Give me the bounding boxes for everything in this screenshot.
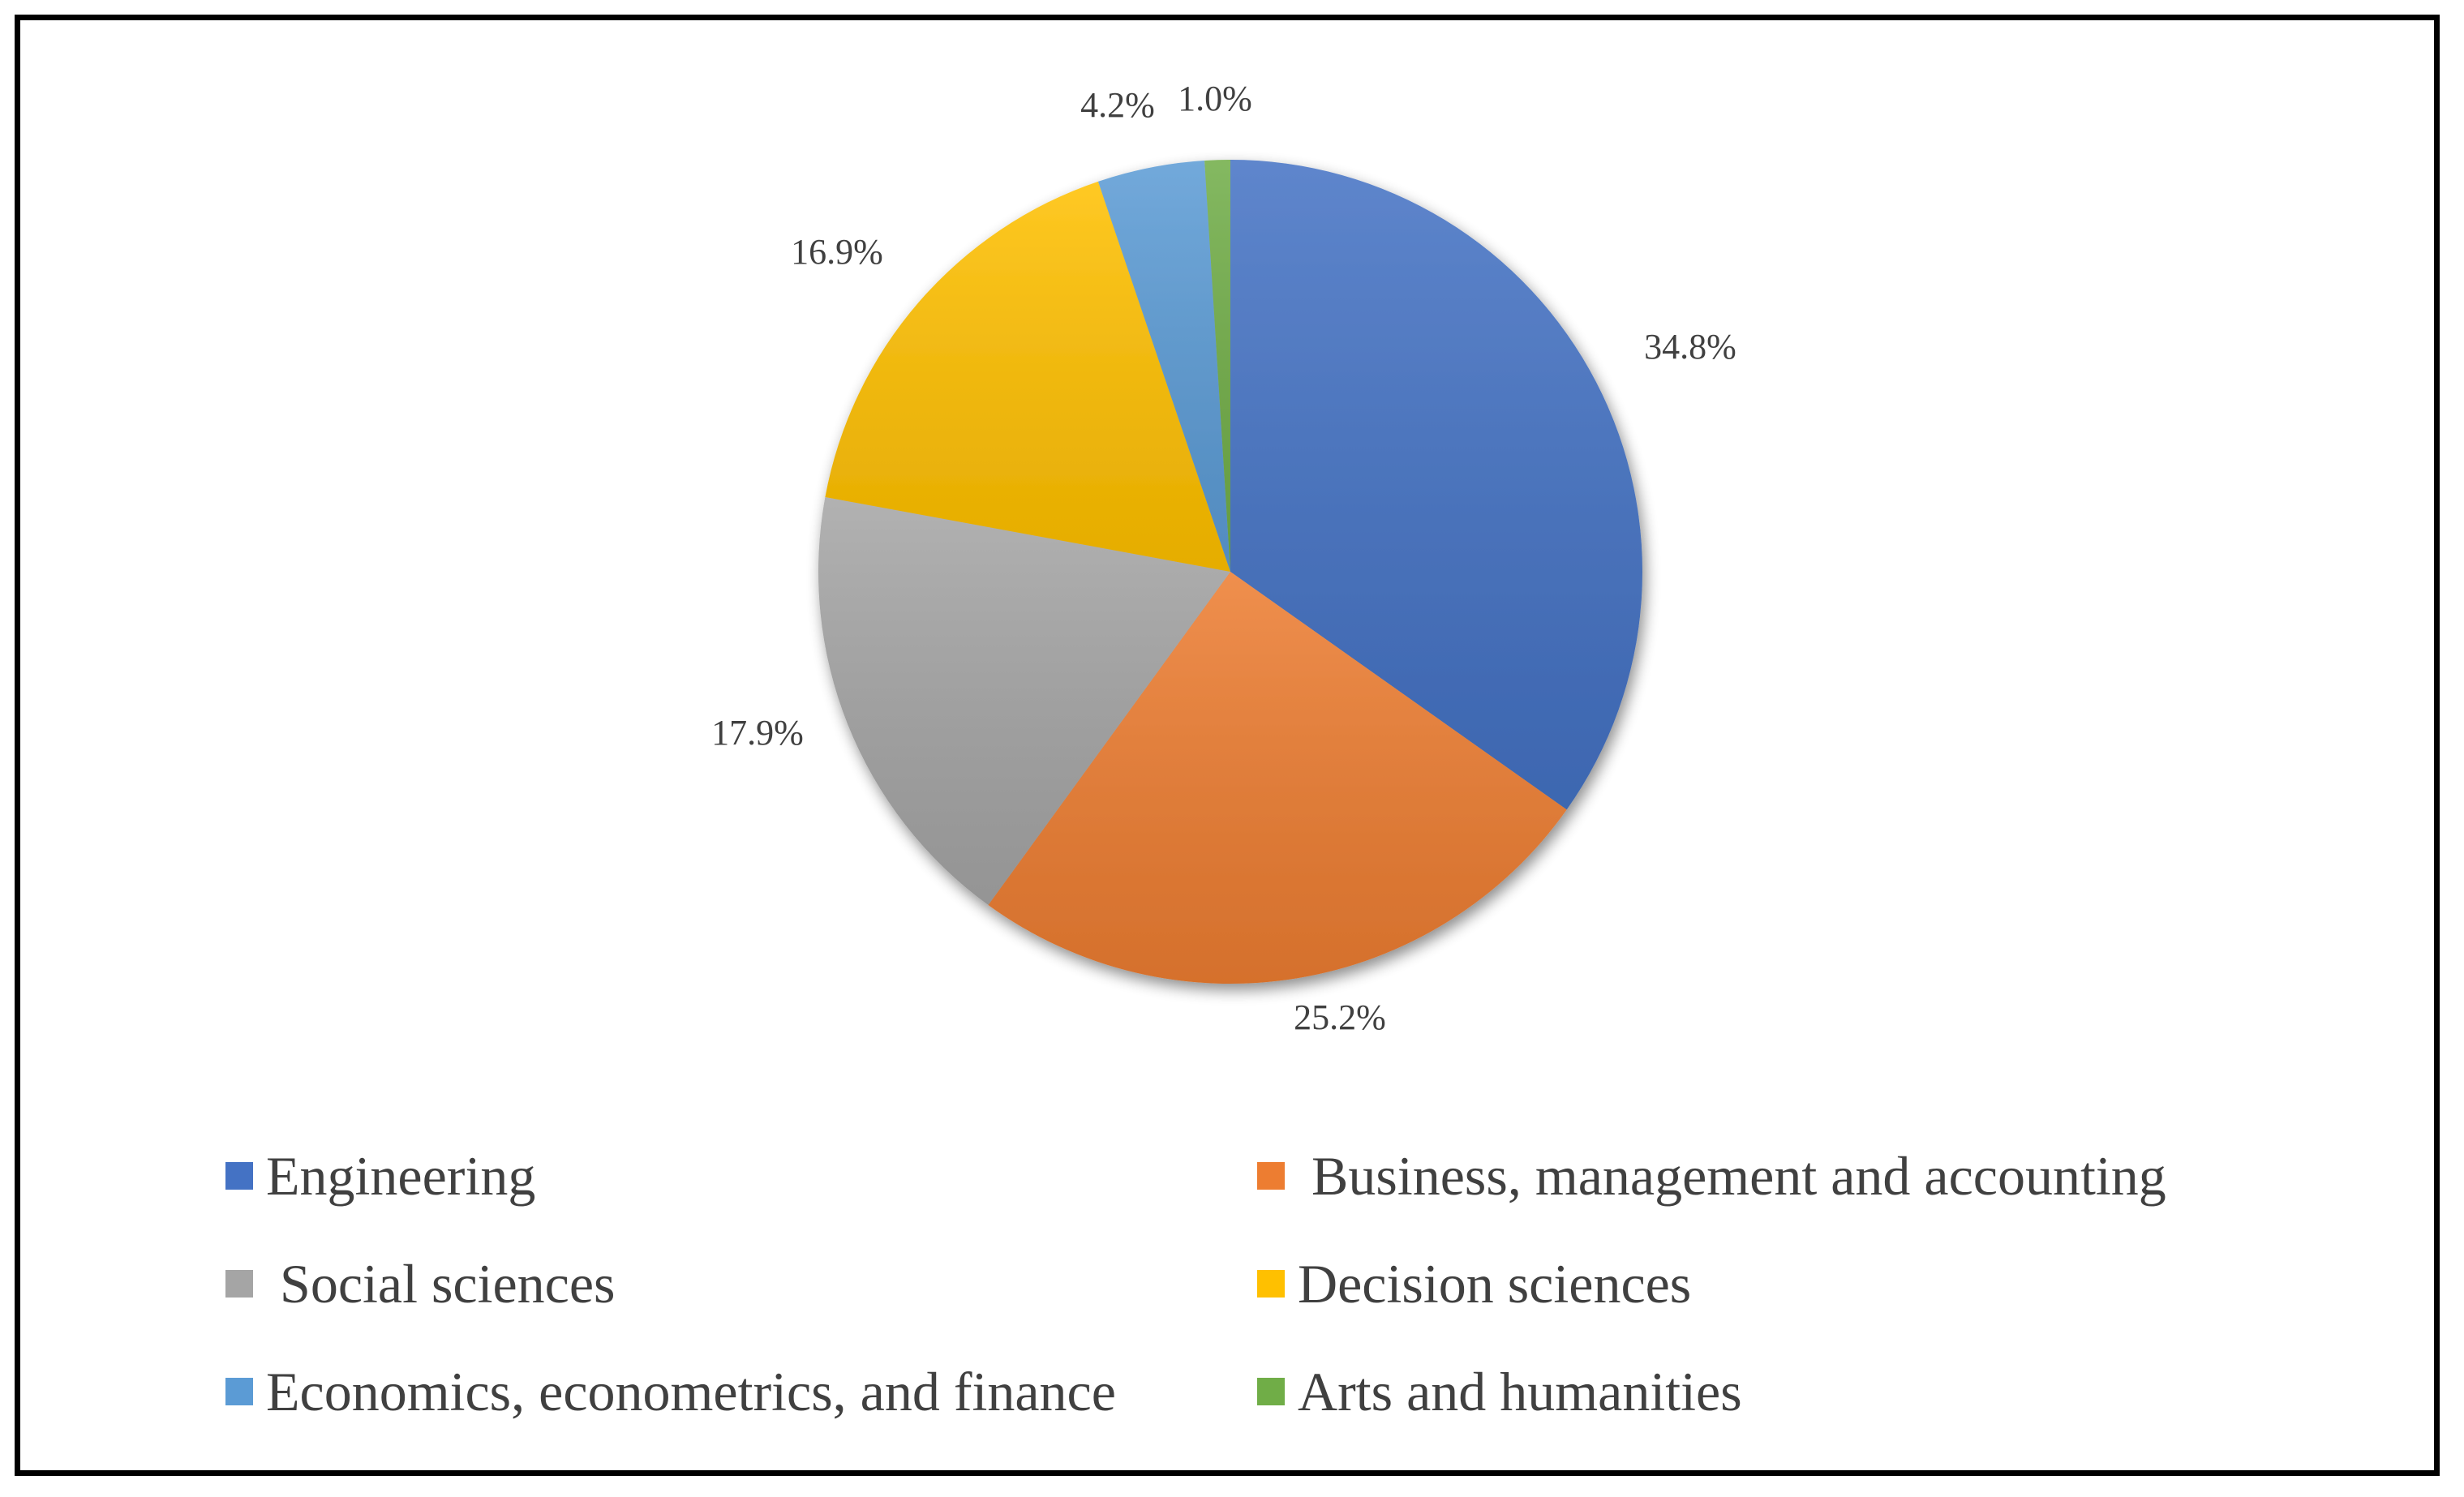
legend: Engineering Business, management and acc… xyxy=(225,1139,2334,1464)
pie-slice-social-sciences xyxy=(818,496,1230,905)
pie-slice-shading-decision-sciences xyxy=(825,181,1230,572)
pie-slice-decision-sciences xyxy=(825,181,1230,572)
data-label-engineering: 34.8% xyxy=(1644,327,1736,367)
data-label-social-sciences: 17.9% xyxy=(711,713,804,753)
legend-swatch-business xyxy=(1257,1162,1285,1190)
data-label-arts-and-humanities: 1.0% xyxy=(1178,79,1252,118)
legend-item-engineering: Engineering xyxy=(225,1139,535,1212)
legend-swatch-social-sciences xyxy=(225,1270,253,1298)
legend-item-arts-humanities: Arts and humanities xyxy=(1257,1355,1742,1428)
legend-item-decision-sciences: Decision sciences xyxy=(1257,1247,1691,1320)
legend-item-economics: Economics, econometrics, and finance xyxy=(225,1355,1116,1428)
data-label-economics-econometrics-and-finance: 4.2% xyxy=(1080,85,1155,125)
pie-slice-economics-econometrics-and-finance xyxy=(1097,161,1230,572)
legend-swatch-arts-humanities xyxy=(1257,1378,1285,1405)
data-label-business-management-and-accounting: 25.2% xyxy=(1294,997,1386,1037)
legend-label-engineering: Engineering xyxy=(266,1144,536,1207)
pie-slice-shading-social-sciences xyxy=(818,496,1230,905)
pie-slice-arts-and-humanities xyxy=(1204,160,1230,572)
legend-item-social-sciences: Social sciences xyxy=(225,1247,616,1320)
pie-slice-shading-economics-econometrics-and-finance xyxy=(1097,161,1230,572)
legend-label-economics: Economics, econometrics, and finance xyxy=(266,1360,1116,1422)
legend-swatch-decision-sciences xyxy=(1257,1270,1285,1298)
pie-slice-business-management-and-accounting xyxy=(988,572,1567,984)
pie-slice-shading-arts-and-humanities xyxy=(1204,160,1230,572)
legend-swatch-economics xyxy=(225,1378,253,1405)
legend-item-business: Business, management and accounting xyxy=(1257,1139,2166,1212)
legend-swatch-engineering xyxy=(225,1162,253,1190)
legend-label-decision-sciences: Decision sciences xyxy=(1298,1252,1692,1315)
pie-slice-engineering xyxy=(1230,160,1643,810)
legend-label-social-sciences: Social sciences xyxy=(266,1252,616,1315)
data-label-decision-sciences: 16.9% xyxy=(791,232,883,272)
pie-slice-shading-engineering xyxy=(1230,160,1643,810)
pie-slice-shading-business-management-and-accounting xyxy=(988,572,1567,984)
legend-label-business: Business, management and accounting xyxy=(1298,1144,2166,1207)
legend-label-arts-humanities: Arts and humanities xyxy=(1298,1360,1742,1422)
